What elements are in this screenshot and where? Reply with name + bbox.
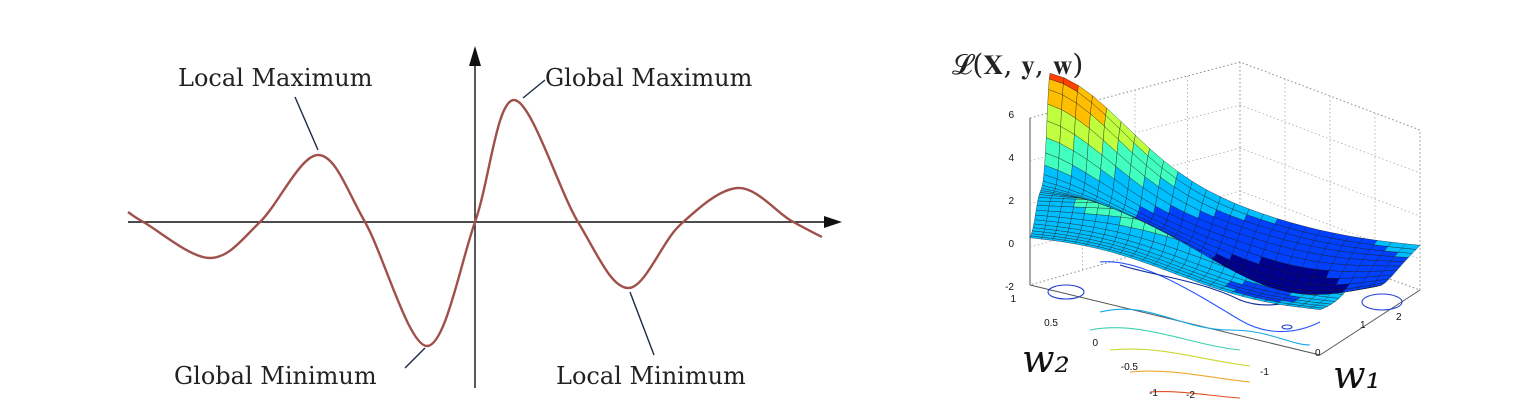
x-axis-arrow-icon (824, 216, 842, 228)
w2-tick-label: -1 (1149, 388, 1158, 399)
w1-tick-label: 0 (1315, 348, 1321, 359)
surface-patch (1401, 243, 1421, 250)
loss-surface (1029, 73, 1421, 310)
surface-patch (1083, 213, 1097, 222)
w1-tick-label: -2 (1186, 390, 1195, 401)
local-minimum-label: Local Minimum (556, 362, 746, 390)
w2-tick-label: 1 (1010, 294, 1016, 305)
z-tick-label: 0 (1008, 239, 1014, 250)
z-tick-label: 4 (1008, 153, 1014, 164)
global-minimum-label: Global Minimum (174, 362, 377, 390)
surface-patch (1084, 207, 1099, 215)
z-tick-label: 6 (1008, 110, 1014, 121)
z-tick-label: 2 (1008, 196, 1014, 207)
surface-patch (1035, 205, 1050, 212)
loss-surface-plot: 6 4 2 0 -2 1 0.5 0 -0.5 -1 -2 -1 0 1 2 𝓛… (952, 48, 1421, 401)
w2-axis-ticks: 1 0.5 0 -0.5 -1 (1010, 294, 1158, 399)
w2-tick-label: -0.5 (1121, 362, 1139, 373)
global-maximum-label: Global Maximum (545, 64, 753, 92)
global-maximum-leader (522, 79, 546, 99)
global-minimum-leader (404, 347, 426, 369)
surface-patch (1085, 202, 1100, 209)
surface-patch (1061, 201, 1075, 208)
surface-patch (1096, 207, 1111, 216)
w2-tick-label: 0.5 (1044, 318, 1058, 329)
extrema-diagram: Local Maximum Global Maximum Global Mini… (127, 46, 842, 390)
y-axis-arrow-icon (469, 46, 481, 66)
surface-patch (1072, 206, 1087, 214)
w2-axis-label: w₂ (1022, 337, 1070, 381)
local-maximum-label: Local Maximum (178, 64, 373, 92)
surface-patch (1059, 211, 1073, 219)
surface-patch (1036, 200, 1051, 207)
w1-tick-label: 2 (1396, 312, 1402, 323)
z-tick-label: -2 (1005, 282, 1014, 293)
w1-axis-ticks: -2 -1 0 1 2 (1186, 312, 1402, 401)
gridline (1239, 147, 1421, 217)
surface-patch (1047, 210, 1061, 218)
loss-function-title: 𝓛(𝐗, 𝐲, 𝐰) (952, 48, 1083, 81)
z-axis-ticks: 6 4 2 0 -2 (1005, 110, 1014, 293)
surface-patch (1048, 205, 1062, 212)
w1-axis-label: w₁ (1333, 353, 1381, 397)
surface-patch (1048, 201, 1063, 207)
surface-patch (1060, 206, 1074, 213)
gridline (1239, 104, 1421, 174)
surface-patch (1073, 202, 1088, 208)
w1-tick-label: -1 (1260, 367, 1269, 378)
local-maximum-leader (294, 96, 319, 151)
w2-tick-label: 0 (1092, 338, 1098, 349)
local-minimum-leader (629, 291, 655, 356)
function-curve (127, 98, 823, 348)
surface-patch (1071, 212, 1085, 220)
w1-tick-label: 1 (1360, 320, 1366, 331)
